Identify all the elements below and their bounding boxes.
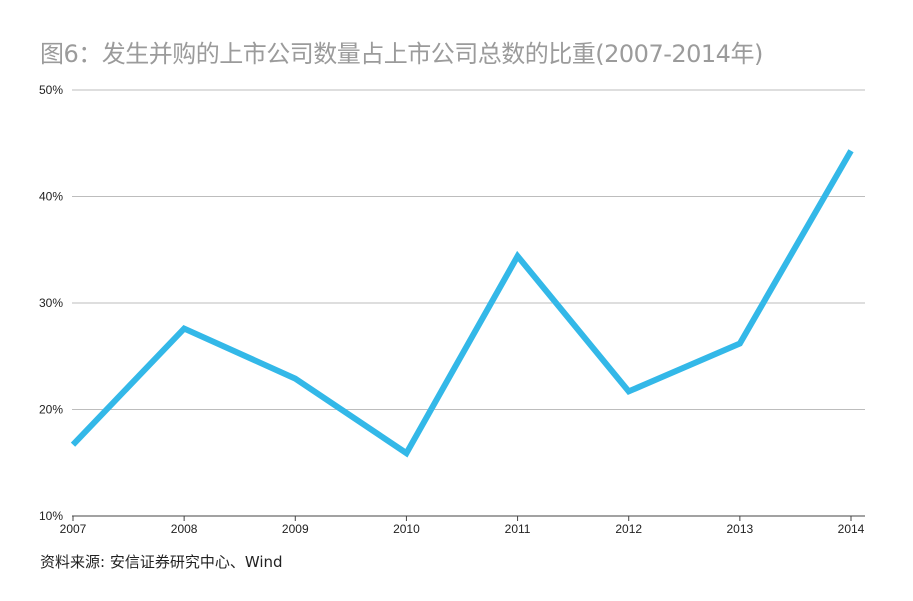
x-tick-label: 2012: [615, 522, 642, 536]
series-group: [70, 149, 854, 458]
gridlines: [72, 89, 865, 410]
x-tick-label: 2011: [505, 522, 531, 536]
x-tick-label: 2007: [60, 522, 87, 536]
series-line-0: [70, 149, 854, 458]
y-tick-label: 30%: [39, 296, 63, 310]
y-axis-ticks: 10% 20% 30% 40% 50%: [39, 83, 63, 523]
x-tick-label: 2008: [171, 522, 198, 536]
chart-title: 图6：发生并购的上市公司数量占上市公司总数的比重(2007-2014年): [40, 40, 763, 68]
y-tick-label: 10%: [39, 509, 63, 523]
x-tick-label: 2014: [838, 522, 865, 536]
x-tick-label: 2009: [282, 522, 309, 536]
y-tick-label: 40%: [39, 190, 63, 204]
x-tick-label: 2010: [393, 522, 420, 536]
x-axis: 2007 2008 2009 2010 2011 2012 2013 2014: [60, 515, 865, 536]
source-note: 资料来源: 安信证券研究中心、Wind: [40, 553, 283, 571]
x-tick-label: 2013: [727, 522, 754, 536]
y-tick-label: 50%: [39, 83, 63, 97]
y-tick-label: 20%: [39, 403, 63, 417]
